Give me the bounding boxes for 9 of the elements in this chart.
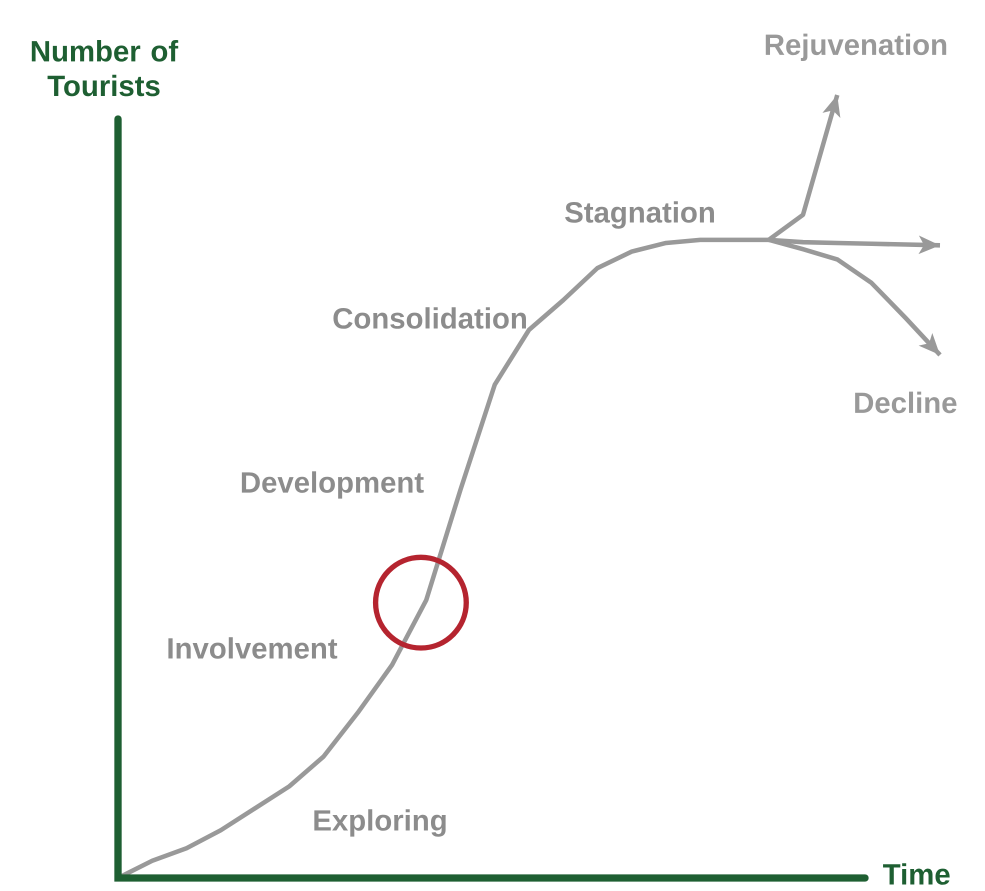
annotation: Stagnation [565,201,714,229]
y-axis-title: Number of Tourists [32,40,178,96]
series-label: Rejuvenation [766,34,946,61]
annotation: Development [242,471,424,499]
x-axis-title: Time [883,863,950,885]
annotation: Exploring [314,809,446,837]
annotation: Consolidation [333,307,526,329]
annotation: Involvement [168,637,338,659]
series-label: Decline [855,392,956,414]
